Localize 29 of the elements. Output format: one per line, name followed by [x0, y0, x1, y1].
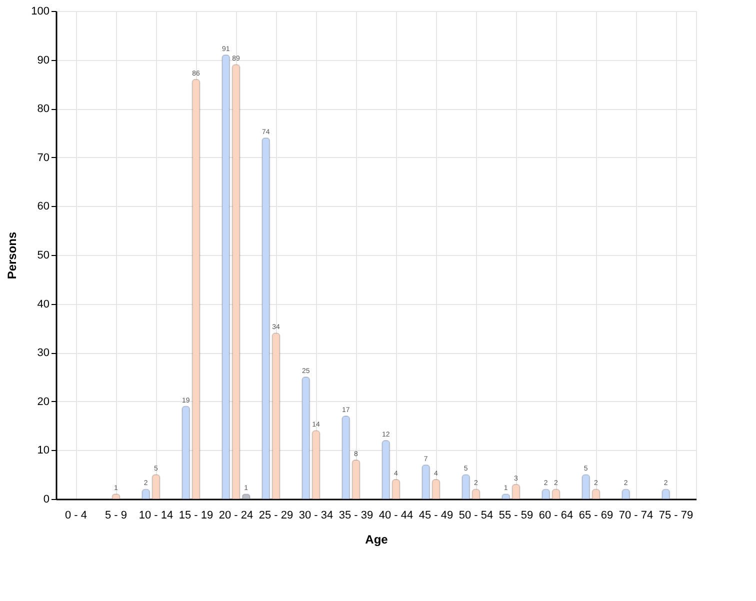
y-tick-label: 20: [37, 396, 50, 408]
y-tick-label: 10: [37, 444, 50, 457]
x-tick-label: 65 - 69: [578, 510, 614, 522]
x-tick-label: 20 - 24: [218, 510, 254, 522]
x-tick-label: 50 - 54: [458, 510, 494, 522]
x-tick-label: 35 - 39: [338, 510, 374, 522]
y-tick-label: 60: [37, 200, 50, 213]
y-tick-label: 30: [37, 347, 50, 360]
x-tick-label: 75 - 79: [658, 510, 694, 522]
y-tick-label: 0: [43, 494, 50, 506]
y-tick-label: 90: [37, 54, 50, 66]
x-tick-label: 25 - 29: [258, 510, 294, 522]
x-tick-label: 40 - 44: [378, 510, 414, 522]
x-axis-title: Age: [365, 532, 388, 546]
x-tick-label: 45 - 49: [418, 510, 454, 522]
y-axis-title: Persons: [5, 232, 20, 280]
x-tick-label: 30 - 34: [298, 510, 334, 522]
x-tick-label: 60 - 64: [538, 510, 574, 522]
y-tick-label: 40: [37, 298, 50, 310]
x-tick-label: 10 - 14: [138, 510, 174, 522]
x-tick-label: 55 - 59: [498, 510, 534, 522]
x-tick-label: 0 - 4: [64, 510, 88, 522]
x-tick-label: 15 - 19: [178, 510, 214, 522]
y-tick-label: 80: [37, 103, 50, 116]
y-tick-label: 70: [37, 152, 50, 164]
x-tick-label: 5 - 9: [104, 510, 128, 522]
y-tick-label: 50: [37, 250, 50, 262]
x-tick-label: 70 - 74: [618, 510, 654, 522]
y-tick-label: 100: [31, 6, 50, 18]
